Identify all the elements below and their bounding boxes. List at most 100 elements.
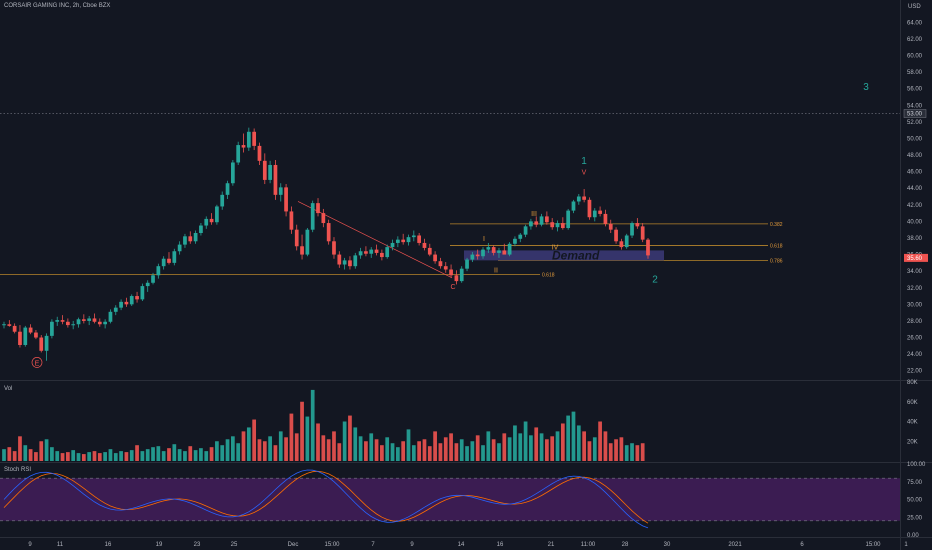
volume-bar (108, 449, 113, 461)
candle-body (145, 282, 150, 287)
candle-body (348, 260, 352, 267)
price-tick-label: 58.00 (907, 70, 923, 76)
candle-body (246, 131, 251, 148)
candle-body (103, 321, 107, 325)
candle-body (278, 187, 283, 195)
volume-bar (566, 415, 571, 461)
volume-bar (592, 437, 597, 461)
price-tick-label: 54.00 (907, 103, 923, 109)
volume-bar (443, 437, 448, 461)
price-tick-label: 24.00 (907, 352, 923, 358)
volume-bar (364, 441, 368, 461)
candle-body (209, 218, 214, 223)
wave-label: 2 (652, 274, 658, 285)
volume-bar (12, 451, 17, 461)
candle-body (534, 221, 539, 225)
time-axis: 9 11 16 19 23 25 Dec 15:00 7 9 14 16 21 11:00 28 30 2021… (28, 542, 908, 548)
demand-zone (464, 250, 664, 261)
volume-bar (204, 451, 209, 461)
candle-body (529, 221, 533, 227)
candle-body (284, 187, 288, 212)
stoch-rsi-pane: 100.00 75.00 50.00 25.00 0.00 (0, 462, 926, 539)
volume-bar (230, 436, 235, 461)
volume-bar (60, 453, 65, 461)
stoch-d-line (3, 470, 649, 524)
candle-body (289, 211, 294, 230)
volume-bar (268, 436, 272, 461)
candle-body (608, 223, 613, 230)
volume-bar (385, 437, 390, 461)
volume-bar (39, 441, 44, 461)
wave-label: C (450, 284, 455, 291)
volume-bar (321, 435, 326, 461)
volume-bar (640, 443, 645, 461)
price-tick-label: 64.00 (907, 20, 923, 26)
volume-bar (369, 433, 374, 461)
volume-bar (539, 433, 544, 461)
wave-label: E (35, 360, 40, 367)
time-tick-label: 14 (458, 542, 465, 548)
candle-body (12, 325, 17, 332)
candle-body (422, 242, 427, 248)
volume-bar (177, 449, 182, 461)
volume-bar (459, 439, 464, 461)
volume-bar (300, 401, 304, 461)
volume-bar (326, 439, 331, 461)
candlestick-series (2, 127, 650, 361)
volume-bar (624, 445, 629, 461)
candle-body (411, 235, 416, 238)
time-tick-label: 1 (904, 542, 908, 548)
candle-body (545, 216, 549, 223)
volume-bar (167, 448, 171, 461)
candle-body (129, 296, 134, 305)
candle-body (550, 222, 555, 228)
volume-bar (630, 443, 634, 461)
price-tick-label: 42.00 (907, 203, 923, 209)
price-tick-label: 52.00 (907, 120, 923, 126)
candle-body (316, 203, 320, 214)
volume-bar (199, 448, 203, 461)
volume-bar (113, 453, 118, 461)
volume-bar (55, 451, 60, 461)
candle-body (294, 229, 299, 247)
stoch-tick-label: 100.00 (907, 462, 926, 468)
candle-body (592, 210, 597, 218)
volume-bar (246, 427, 251, 461)
candle-body (71, 324, 76, 326)
price-tick-label: 50.00 (907, 136, 923, 142)
volume-bar (406, 429, 411, 461)
volume-bar (614, 439, 618, 461)
price-tick-label: 34.00 (907, 269, 923, 275)
candle-body (497, 250, 501, 253)
candle-body (108, 311, 113, 322)
candle-body (481, 249, 485, 257)
candle-body (475, 254, 480, 257)
volume-bar (555, 431, 560, 461)
volume-pane: 80K 60K 40K 20K (2, 380, 918, 461)
volume-bar (470, 441, 475, 461)
volume-bar (603, 431, 608, 461)
volume-bar (28, 449, 33, 461)
candle-body (193, 233, 198, 242)
volume-bar (358, 436, 363, 461)
volume-bar (395, 447, 400, 461)
time-tick-label: 28 (622, 542, 629, 548)
volume-bar (348, 415, 352, 461)
price-tick-label: 28.00 (907, 319, 923, 325)
volume-bar (2, 449, 6, 461)
time-tick-label: 23 (194, 542, 201, 548)
volume-pane-label: Vol (4, 386, 13, 392)
price-tick-label: 60.00 (907, 53, 923, 59)
candle-body (619, 241, 624, 248)
volume-bar (337, 443, 342, 461)
price-axis: USD 64.00 62.00 60.00 58.00 56.00 54.00 52.00 50… (903, 4, 928, 375)
candle-body (598, 210, 602, 214)
volume-bar (497, 443, 501, 461)
volume-bar (422, 439, 427, 461)
fib-level-label: 0.382 (770, 222, 783, 228)
volume-bar (550, 436, 555, 461)
candle-body (571, 201, 576, 211)
time-tick-label: 6 (800, 542, 804, 548)
